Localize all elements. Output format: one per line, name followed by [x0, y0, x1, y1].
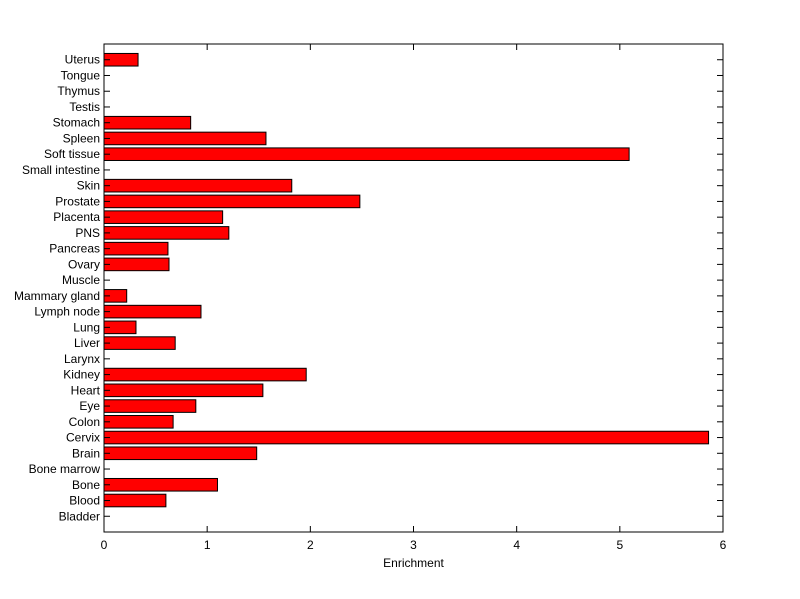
y-tick-label: Thymus: [57, 84, 100, 98]
x-tick-label: 3: [410, 538, 417, 552]
y-tick-label: Blood: [69, 494, 100, 508]
y-tick-label: Small intestine: [22, 163, 100, 177]
bar-brain: [103, 446, 258, 461]
y-tick-label: Cervix: [66, 431, 100, 445]
y-tick-label: Liver: [74, 336, 100, 350]
y-tick-label: Colon: [69, 415, 100, 429]
ticks-layer: [103, 44, 724, 532]
bar-prostate: [103, 194, 361, 209]
y-tick-label: Kidney: [63, 368, 100, 382]
y-tick-label: Lung: [73, 320, 100, 334]
y-tick-label: Soft tissue: [44, 147, 100, 161]
y-tick-label: Brain: [72, 446, 100, 460]
bar-kidney: [103, 367, 307, 382]
x-tick-label: 4: [513, 538, 520, 552]
bar-lymph-node: [103, 304, 202, 319]
x-tick-label: 2: [307, 538, 314, 552]
bar-pns: [103, 226, 230, 240]
bar-eye: [103, 399, 197, 413]
y-tick-label: Eye: [79, 399, 100, 413]
y-tick-label: Heart: [71, 383, 101, 397]
y-tick-label: Mammary gland: [14, 289, 100, 303]
y-tick-label: Prostate: [55, 194, 100, 208]
bar-liver: [103, 336, 176, 350]
y-tick-label: Bone: [72, 478, 100, 492]
bar-bone: [103, 477, 218, 492]
y-tick-label: Bladder: [59, 509, 100, 523]
x-tick-label: 1: [204, 538, 211, 552]
y-tick-label: Placenta: [53, 210, 100, 224]
x-tick-label: 6: [720, 538, 727, 552]
bar-pancreas: [103, 241, 169, 256]
bar-ovary: [103, 257, 170, 272]
bar-heart: [103, 383, 264, 398]
y-tick-label: Tongue: [61, 68, 101, 82]
bar-placenta: [103, 210, 224, 224]
bar-stomach: [103, 115, 192, 130]
y-tick-label: Bone marrow: [29, 462, 101, 476]
bars-layer: [103, 52, 710, 508]
y-tick-label: PNS: [75, 226, 100, 240]
bar-blood: [103, 493, 167, 508]
y-tick-label: Ovary: [68, 257, 100, 271]
y-tick-label: Lymph node: [34, 305, 100, 319]
y-tick-label: Pancreas: [49, 242, 100, 256]
x-axis-label: Enrichment: [383, 556, 444, 570]
x-tick-label: 0: [101, 538, 108, 552]
bar-spleen: [103, 131, 267, 146]
bar-soft-tissue: [103, 147, 630, 161]
y-tick-label: Larynx: [64, 352, 100, 366]
y-tick-label: Uterus: [65, 53, 100, 67]
bar-skin: [103, 178, 293, 193]
y-tick-label: Skin: [77, 179, 100, 193]
y-tick-label: Testis: [69, 100, 100, 114]
y-tick-label: Spleen: [63, 131, 100, 145]
y-tick-label: Muscle: [62, 273, 100, 287]
bar-colon: [103, 415, 174, 429]
y-tick-label: Stomach: [53, 116, 100, 130]
bar-cervix: [103, 430, 710, 445]
x-tick-label: 5: [616, 538, 623, 552]
